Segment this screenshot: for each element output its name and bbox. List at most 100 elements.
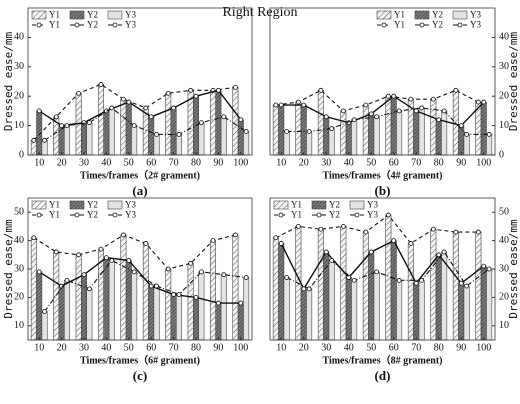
line-marker — [238, 300, 244, 306]
panel-label: (d) — [375, 368, 391, 383]
bar — [306, 288, 313, 341]
figure-title: Right Region — [222, 5, 297, 20]
bar — [323, 251, 330, 341]
line-marker — [215, 87, 221, 93]
line-marker — [481, 99, 487, 105]
bar — [441, 251, 448, 341]
line-marker — [154, 132, 159, 137]
legend-label: Y3 — [470, 20, 481, 30]
bar — [278, 104, 285, 156]
bar — [272, 237, 279, 341]
x-axis-label: Times/frames（2# grament) — [80, 168, 200, 181]
bar — [362, 231, 369, 341]
y-tick-label: 10 — [14, 120, 24, 131]
panel-label: (a) — [132, 183, 147, 198]
bar — [368, 251, 375, 341]
bar — [373, 271, 380, 341]
line-marker — [306, 129, 312, 134]
legend-marker — [457, 22, 463, 28]
line-marker — [318, 87, 324, 93]
line-marker — [385, 212, 391, 218]
legend-marker — [278, 212, 284, 218]
line-marker — [481, 263, 487, 269]
line-marker — [221, 272, 227, 278]
bar — [237, 119, 244, 156]
bar — [98, 84, 105, 156]
legend-marker — [112, 22, 118, 28]
bar — [385, 95, 392, 156]
bar — [193, 297, 199, 341]
bar — [41, 311, 48, 341]
x-tick-label: 60 — [146, 342, 156, 353]
y-tick-label: 30 — [14, 263, 24, 274]
line-marker — [42, 137, 47, 143]
line-marker — [243, 129, 249, 134]
bar — [323, 116, 330, 156]
line-marker — [391, 93, 397, 99]
bar — [187, 263, 194, 341]
bar — [103, 110, 110, 156]
bar — [463, 285, 470, 341]
line-marker — [104, 255, 109, 261]
y-axis-label: Dressed ease/mm — [507, 219, 520, 319]
y-tick-label: 40 — [499, 32, 509, 43]
line-marker — [64, 277, 70, 283]
legend-marker — [74, 212, 80, 218]
x-tick-label: 40 — [101, 157, 111, 168]
line-marker — [198, 120, 204, 126]
x-tick-label: 80 — [434, 342, 444, 353]
bar — [475, 231, 482, 341]
x-tick-label: 30 — [79, 157, 89, 168]
series-line — [38, 89, 242, 127]
bar — [108, 260, 115, 341]
line-marker — [193, 294, 199, 300]
line-marker — [53, 114, 59, 120]
x-tick-label: 90 — [456, 157, 466, 168]
line-marker — [329, 126, 335, 131]
x-tick-label: 70 — [169, 157, 179, 168]
legend-marker — [316, 212, 322, 218]
y-tick-label: 20 — [499, 90, 509, 101]
bar — [390, 240, 397, 341]
series-line — [275, 214, 479, 245]
line-marker — [464, 132, 470, 137]
bar — [131, 271, 138, 341]
bar — [170, 294, 177, 341]
bar — [108, 107, 115, 156]
bar — [75, 254, 82, 341]
plot-frame — [27, 7, 253, 156]
series-line — [281, 95, 485, 127]
bar — [283, 277, 290, 341]
legend-label: Y3 — [470, 10, 481, 20]
bar — [368, 113, 375, 156]
line-marker — [143, 105, 149, 111]
line-marker — [198, 269, 204, 275]
bar — [58, 285, 65, 341]
plot-frame — [269, 197, 496, 341]
line-marker — [273, 102, 279, 108]
bar — [328, 128, 335, 156]
line-marker — [171, 105, 177, 111]
legend-swatch — [311, 200, 327, 210]
line-marker — [176, 292, 182, 297]
legend-label: Y2 — [87, 10, 98, 20]
legend-label: Y1 — [394, 10, 405, 20]
bar — [81, 274, 87, 341]
line-marker — [396, 108, 402, 114]
bar — [165, 268, 172, 341]
bar — [237, 302, 244, 341]
line-marker — [121, 232, 126, 238]
bar — [272, 104, 279, 156]
legend-label: Y2 — [432, 20, 443, 30]
line-marker — [441, 108, 447, 114]
legend-label: Y1 — [394, 20, 405, 30]
bar — [215, 90, 222, 156]
bar — [345, 122, 352, 156]
legend-label: Y2 — [329, 200, 340, 210]
legend-marker — [381, 22, 387, 28]
x-tick-label: 80 — [191, 342, 201, 353]
bar — [165, 92, 172, 156]
line-marker — [273, 235, 279, 241]
line-marker — [284, 129, 290, 134]
